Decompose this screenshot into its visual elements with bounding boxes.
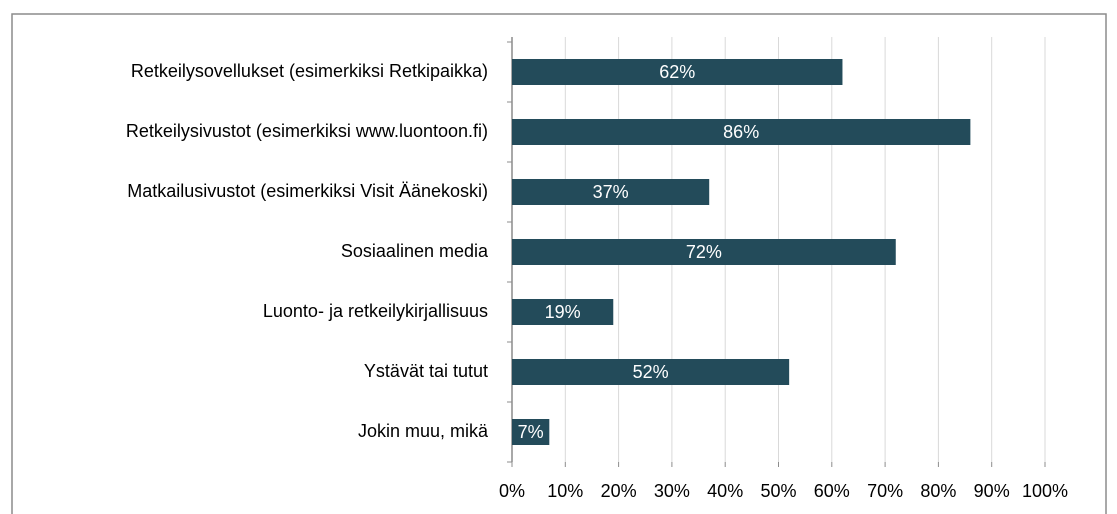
value-label: 37% xyxy=(593,182,629,202)
bar xyxy=(512,359,790,385)
x-tick-label: 80% xyxy=(920,481,956,501)
category-label: Ystävät tai tutut xyxy=(364,361,488,381)
value-label: 19% xyxy=(545,302,581,322)
bar xyxy=(512,59,843,85)
value-label: 62% xyxy=(659,62,695,82)
value-label: 72% xyxy=(686,242,722,262)
x-tick-label: 70% xyxy=(867,481,903,501)
bar xyxy=(512,239,896,265)
category-label: Jokin muu, mikä xyxy=(358,421,489,441)
bar xyxy=(512,119,971,145)
category-label: Sosiaalinen media xyxy=(341,241,489,261)
chart-frame xyxy=(11,13,1107,514)
x-tick-label: 40% xyxy=(707,481,743,501)
x-tick-label: 50% xyxy=(760,481,796,501)
bar xyxy=(512,179,710,205)
x-tick-label: 20% xyxy=(601,481,637,501)
value-label: 52% xyxy=(633,362,669,382)
x-tick-label: 90% xyxy=(974,481,1010,501)
bar xyxy=(512,299,614,325)
category-label: Retkeilysivustot (esimerkiksi www.luonto… xyxy=(126,121,488,141)
value-label: 86% xyxy=(723,122,759,142)
category-label: Luonto- ja retkeilykirjallisuus xyxy=(263,301,488,321)
x-tick-label: 30% xyxy=(654,481,690,501)
x-tick-label: 100% xyxy=(1022,481,1068,501)
value-label: 7% xyxy=(518,422,544,442)
x-tick-label: 0% xyxy=(499,481,525,501)
category-label: Retkeilysovellukset (esimerkiksi Retkipa… xyxy=(131,61,488,81)
category-label: Matkailusivustot (esimerkiksi Visit Ääne… xyxy=(127,181,488,201)
x-tick-label: 10% xyxy=(547,481,583,501)
x-tick-label: 60% xyxy=(814,481,850,501)
bar xyxy=(512,419,550,445)
